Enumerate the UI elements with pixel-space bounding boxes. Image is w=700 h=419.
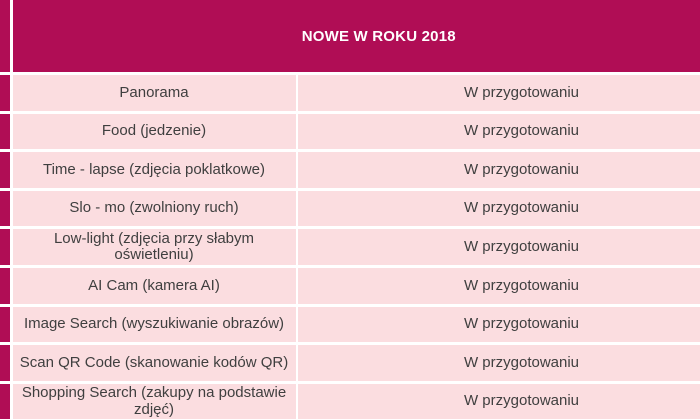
header-marker-cell bbox=[0, 0, 10, 72]
row-feature-cell: Low-light (zdjęcia przy słabym oświetlen… bbox=[12, 229, 296, 265]
row-marker-cell bbox=[0, 190, 10, 227]
row-marker-cell bbox=[0, 267, 10, 304]
status-label: W przygotowaniu bbox=[463, 276, 580, 294]
row-status-cell: W przygotowaniu bbox=[298, 383, 700, 419]
row-feature-cell: Time - lapse (zdjęcia poklatkowe) bbox=[12, 152, 296, 188]
feature-label: Food (jedzenie) bbox=[101, 122, 207, 140]
row-status-cell: W przygotowaniu bbox=[298, 75, 700, 111]
row-feature-cell: Slo - mo (zwolniony ruch) bbox=[12, 190, 296, 227]
row-feature-cell: Scan QR Code (skanowanie kodów QR) bbox=[12, 345, 296, 381]
feature-label: Image Search (wyszukiwanie obrazów) bbox=[23, 315, 285, 333]
row-marker-cell bbox=[0, 383, 10, 419]
row-feature-cell: Food (jedzenie) bbox=[12, 113, 296, 150]
row-feature-cell: AI Cam (kamera AI) bbox=[12, 267, 296, 304]
status-label: W przygotowaniu bbox=[463, 392, 580, 410]
feature-label: Panorama bbox=[119, 83, 189, 101]
status-label: W przygotowaniu bbox=[463, 122, 580, 140]
row-marker-cell bbox=[0, 152, 10, 188]
status-label: W przygotowaniu bbox=[463, 315, 580, 333]
row-feature-cell: Image Search (wyszukiwanie obrazów) bbox=[12, 306, 296, 343]
row-status-cell: W przygotowaniu bbox=[298, 267, 700, 304]
row-feature-cell: Panorama bbox=[12, 75, 296, 111]
row-feature-cell: Shopping Search (zakupy na podstawie zdj… bbox=[12, 383, 296, 419]
status-label: W przygotowaniu bbox=[463, 199, 580, 217]
row-status-cell: W przygotowaniu bbox=[298, 113, 700, 150]
status-label: W przygotowaniu bbox=[463, 83, 580, 101]
feature-label: Time - lapse (zdjęcia poklatkowe) bbox=[42, 160, 266, 178]
feature-label: Low-light (zdjęcia przy słabym oświetlen… bbox=[53, 229, 255, 264]
row-status-cell: W przygotowaniu bbox=[298, 345, 700, 381]
row-marker-cell bbox=[0, 113, 10, 150]
table-header: NOWE W ROKU 2018 bbox=[12, 0, 700, 72]
row-status-cell: W przygotowaniu bbox=[298, 229, 700, 265]
row-marker-cell bbox=[0, 306, 10, 343]
feature-label: AI Cam (kamera AI) bbox=[88, 276, 220, 294]
row-marker-cell bbox=[0, 75, 10, 111]
row-marker-cell bbox=[0, 229, 10, 265]
feature-label: Scan QR Code (skanowanie kodów QR) bbox=[19, 353, 289, 371]
feature-label: Shopping Search (zakupy na podstawie zdj… bbox=[21, 384, 287, 418]
status-label: W przygotowaniu bbox=[463, 237, 580, 255]
status-label: W przygotowaniu bbox=[463, 353, 580, 371]
table-title: NOWE W ROKU 2018 bbox=[301, 27, 456, 45]
row-marker-cell bbox=[0, 345, 10, 381]
row-status-cell: W przygotowaniu bbox=[298, 152, 700, 188]
status-label: W przygotowaniu bbox=[463, 160, 580, 178]
row-status-cell: W przygotowaniu bbox=[298, 306, 700, 343]
feature-label: Slo - mo (zwolniony ruch) bbox=[69, 199, 239, 217]
row-status-cell: W przygotowaniu bbox=[298, 190, 700, 227]
